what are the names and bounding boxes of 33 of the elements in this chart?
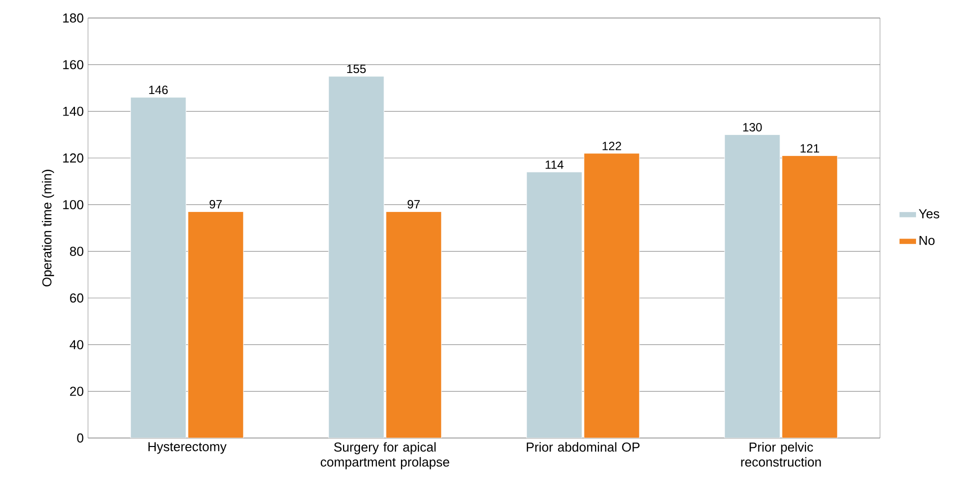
- data-label: 122: [602, 142, 622, 150]
- data-label: 146: [149, 86, 168, 94]
- x-tick-label: Hysterectomy: [148, 442, 227, 454]
- y-tick-label: 180: [63, 13, 84, 23]
- y-tick-label: 100: [63, 200, 84, 210]
- y-tick-label: 20: [70, 386, 84, 396]
- data-label: 97: [408, 200, 420, 208]
- bar: [328, 76, 384, 438]
- y-tick-label: 0: [77, 433, 84, 443]
- bar: [188, 211, 244, 438]
- y-tick-label: 80: [70, 246, 84, 256]
- y-axis-title: Operation time (min): [42, 170, 54, 286]
- data-label: 121: [800, 144, 820, 152]
- bar: [130, 97, 186, 438]
- data-label: 155: [347, 64, 366, 74]
- bar: [526, 172, 582, 438]
- bar: [724, 134, 780, 438]
- data-label: 97: [210, 200, 222, 208]
- y-tick-label: 60: [70, 293, 84, 303]
- x-tick-label: Prior pelvic reconstruction: [741, 442, 821, 467]
- x-tick-label: Surgery for apical compartment prolapse: [320, 442, 450, 470]
- bar: [386, 211, 442, 438]
- x-tick-label: Prior abdominal OP: [526, 442, 640, 452]
- legend-label: No: [920, 236, 935, 246]
- y-tick-label: 140: [63, 106, 84, 116]
- bar: [584, 153, 640, 438]
- y-tick-label: 40: [70, 340, 84, 350]
- data-label: 130: [743, 123, 762, 132]
- y-tick-label: 160: [63, 60, 84, 70]
- data-label: 114: [546, 160, 564, 169]
- legend-label: Yes: [918, 209, 940, 218]
- y-tick-label: 120: [63, 153, 84, 163]
- bar: [782, 155, 838, 438]
